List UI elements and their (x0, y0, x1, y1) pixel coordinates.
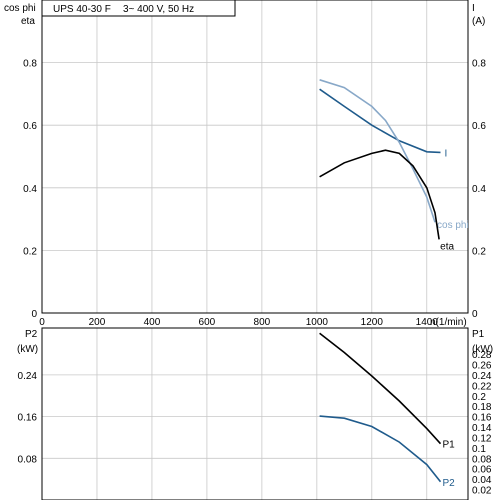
p2-tick-label-0: 0.08 (18, 454, 38, 465)
right-axis-label-unit: (A) (472, 16, 485, 27)
x-axis-label: n(1/min) (430, 317, 467, 328)
series-label-P1: P1 (443, 440, 456, 451)
p1-tick-label-8: 0.18 (472, 402, 492, 413)
bottom-chart: P2 (kW) P1 (kW) 0.08 0.16 0.24 0.020.040.06… (17, 327, 493, 500)
p1-tick-label-12: 0.26 (472, 360, 492, 371)
x-tick-label-5: 1000 (306, 317, 329, 328)
bottom-plot-frame (41, 327, 469, 500)
right-tick-label-1: 0.2 (472, 246, 486, 257)
p1-tick-label-1: 0.04 (472, 475, 492, 486)
top-chart: UPS 40-30 F 3~ 400 V, 50 Hz cos phi eta … (4, 0, 486, 328)
p2-tick-label-1: 0.16 (18, 413, 38, 424)
series-label-P2: P2 (443, 478, 456, 489)
p1-tick-label-5: 0.12 (472, 433, 492, 444)
x-tick-label-7: 1400 (416, 317, 439, 328)
x-tick-label-3: 600 (199, 317, 216, 328)
p1-tick-label-0: 0.02 (472, 486, 492, 497)
right-tick-label-4: 0.8 (472, 59, 486, 70)
right-tick-label-3: 0.6 (472, 121, 486, 132)
series-line-I (319, 88, 441, 154)
chart-subtitle: 3~ 400 V, 50 Hz (123, 4, 194, 15)
p2-tick-label-2: 0.24 (18, 371, 38, 382)
p1-tick-label-9: 0.2 (472, 392, 486, 403)
right-axis-label-p1: P1 (472, 329, 485, 340)
right-axis-label-i: I (472, 3, 475, 14)
series-line-eta (319, 149, 440, 240)
x-tick-label-4: 800 (254, 317, 271, 328)
p1-tick-label-7: 0.16 (472, 413, 492, 424)
left-tick-label-3: 0.6 (23, 121, 37, 132)
left-tick-label-1: 0.2 (23, 246, 37, 257)
bottom-grid (42, 328, 468, 500)
p1-tick-label-2: 0.06 (472, 465, 492, 476)
p1-tick-label-10: 0.22 (472, 381, 492, 392)
bottom-tick-labels: 0.080.160.240.020.040.060.080.10.120.140… (18, 350, 492, 497)
top-grid (42, 0, 468, 313)
p1-tick-label-11: 0.24 (472, 371, 492, 382)
top-tick-labels: 0 200 400 600 800 1000 1200 1400 0 0.2 0.4 0.6 0.8 0 0… (23, 59, 486, 328)
right-tick-label-2: 0.4 (472, 184, 486, 195)
p1-tick-label-13: 0.28 (472, 350, 492, 361)
top-plot-frame (41, 0, 469, 314)
left-axis-label-p2: P2 (25, 329, 38, 340)
left-tick-label-2: 0.4 (23, 184, 37, 195)
series-line-P2 (319, 415, 442, 483)
left-axis-label-cosphi: cos phi (4, 3, 36, 14)
left-axis-label-eta: eta (21, 16, 35, 27)
x-tick-label-6: 1200 (361, 317, 384, 328)
p1-tick-label-6: 0.14 (472, 423, 492, 434)
p1-tick-label-4: 0.1 (472, 444, 486, 455)
left-tick-label-0: 0 (31, 309, 37, 320)
x-tick-label-1: 200 (89, 317, 106, 328)
x-tick-label-0: 0 (39, 317, 45, 328)
series-label-I: I (445, 148, 448, 159)
left-axis-label-p2-unit: (kW) (17, 344, 38, 355)
bottom-series: P1 P2 (319, 332, 456, 489)
series-line-cos-phi (319, 79, 436, 223)
right-tick-label-0: 0 (472, 309, 478, 320)
p1-tick-label-3: 0.08 (472, 454, 492, 465)
title-box (41, 0, 236, 17)
series-label-eta: eta (440, 241, 454, 252)
series-line-P1 (319, 332, 442, 445)
series-label-cos-phi: cos phi (437, 220, 469, 231)
chart-title: UPS 40-30 F (53, 4, 111, 15)
x-tick-label-2: 400 (144, 317, 161, 328)
right-axis-label-p1-unit: (kW) (472, 344, 493, 355)
left-tick-label-4: 0.8 (23, 59, 37, 70)
